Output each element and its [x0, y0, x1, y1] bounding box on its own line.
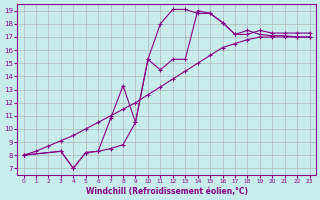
X-axis label: Windchill (Refroidissement éolien,°C): Windchill (Refroidissement éolien,°C) [85, 187, 248, 196]
